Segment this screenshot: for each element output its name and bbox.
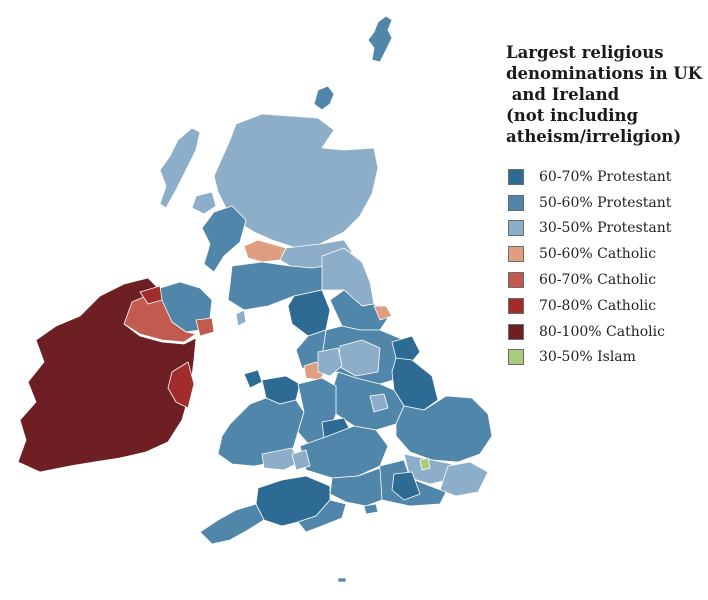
region-south-wales xyxy=(261,447,301,471)
region-bristol xyxy=(291,449,311,471)
legend-item: 50-60% Catholic xyxy=(508,241,704,267)
legend-item: 70-80% Catholic xyxy=(508,293,704,319)
region-scottish-highlands xyxy=(213,113,379,249)
region-cornwall xyxy=(199,503,265,545)
region-ireland xyxy=(17,277,197,473)
legend-item: 30-50% Islam xyxy=(508,345,704,371)
region-london-islam xyxy=(419,457,431,471)
legend-label: 30-50% Islam xyxy=(539,349,636,366)
legend-label: 50-60% Protestant xyxy=(539,194,672,211)
region-anglesey xyxy=(243,369,263,389)
legend-item: 60-70% Catholic xyxy=(508,267,704,293)
region-manchester xyxy=(317,347,343,377)
map-legend: 60-70% Protestant 50-60% Protestant 30-5… xyxy=(508,164,704,370)
legend-item: 50-60% Protestant xyxy=(508,190,704,216)
legend-label: 60-70% Protestant xyxy=(539,168,672,185)
region-argyll xyxy=(201,205,247,273)
legend-swatch xyxy=(508,349,524,366)
region-skye xyxy=(191,191,217,215)
region-isle-of-man xyxy=(235,309,247,327)
region-dorset xyxy=(297,499,347,533)
region-hampshire xyxy=(329,467,383,507)
region-wales xyxy=(217,397,305,467)
legend-label: 60-70% Catholic xyxy=(539,272,657,289)
title-line: denominations in UK xyxy=(506,64,703,83)
legend-item: 80-100% Catholic xyxy=(508,319,704,345)
region-cumbria xyxy=(287,289,331,337)
region-middlesbrough xyxy=(373,305,393,321)
legend-swatch xyxy=(508,272,524,289)
legend-swatch xyxy=(508,246,524,263)
title-line: and Ireland xyxy=(506,85,620,104)
region-ireland-border-counties xyxy=(139,285,163,305)
region-orkney xyxy=(313,85,335,111)
region-glasgow xyxy=(243,239,287,263)
legend-swatch xyxy=(508,168,524,185)
region-leicester xyxy=(369,393,389,413)
legend-item: 30-50% Protestant xyxy=(508,216,704,242)
legend-swatch xyxy=(508,323,524,340)
region-east-riding xyxy=(391,335,421,365)
title-line: (not including xyxy=(506,106,639,125)
legend-swatch xyxy=(508,297,524,314)
legend-label: 30-50% Protestant xyxy=(539,220,672,237)
region-gloucestershire xyxy=(299,425,389,479)
region-east-anglia xyxy=(395,395,493,463)
region-dublin-area xyxy=(167,361,195,409)
legend-label: 70-80% Catholic xyxy=(539,297,657,314)
legend-label: 80-100% Catholic xyxy=(539,323,665,340)
region-oxfordshire xyxy=(391,471,421,501)
legend-swatch xyxy=(508,220,524,237)
legend-label: 50-60% Catholic xyxy=(539,246,657,263)
legend-swatch xyxy=(508,194,524,211)
region-down xyxy=(195,317,215,337)
title-line: atheism/irreligion) xyxy=(506,127,682,146)
legend-item: 60-70% Protestant xyxy=(508,164,704,190)
region-scilly xyxy=(337,577,347,583)
title-line: Largest religious xyxy=(506,43,664,62)
map-title: Largest religious denominations in UK an… xyxy=(506,42,702,147)
region-isle-of-wight xyxy=(363,503,379,515)
region-shetland xyxy=(367,15,393,63)
region-outer-hebrides xyxy=(159,127,201,209)
